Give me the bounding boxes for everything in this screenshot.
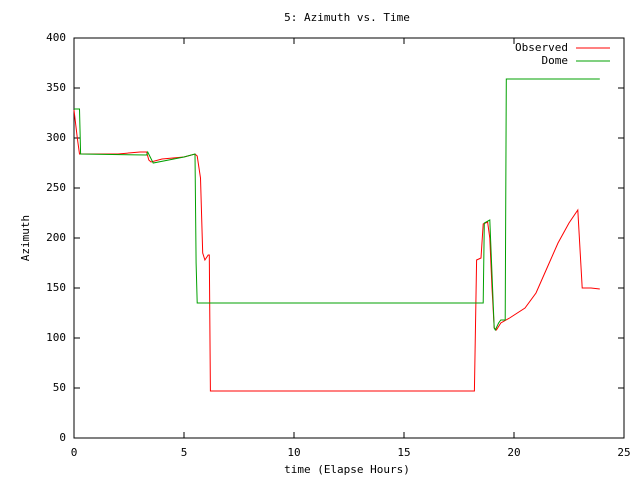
y-tick-label: 250 — [46, 181, 66, 194]
y-tick-label: 50 — [53, 381, 66, 394]
x-tick-label: 15 — [397, 446, 410, 459]
x-tick-label: 10 — [287, 446, 300, 459]
x-tick-label: 5 — [181, 446, 188, 459]
legend-label: Dome — [542, 54, 569, 67]
data-line — [74, 78, 600, 332]
y-tick-label: 200 — [46, 231, 66, 244]
y-tick-label: 300 — [46, 131, 66, 144]
y-tick-label: 350 — [46, 81, 66, 94]
y-tick-label: 400 — [46, 31, 66, 44]
y-tick-label: 100 — [46, 331, 66, 344]
x-tick-label: 0 — [71, 446, 78, 459]
x-tick-label: 25 — [617, 446, 630, 459]
chart-title: 5: Azimuth vs. Time — [284, 11, 410, 24]
y-tick-label: 0 — [59, 431, 66, 444]
y-tick-label: 150 — [46, 281, 66, 294]
plot-frame — [73, 37, 625, 439]
legend-label: Observed — [515, 41, 568, 54]
data-line — [73, 109, 600, 392]
x-tick-label: 20 — [507, 446, 520, 459]
y-axis-label: Azimuth — [19, 215, 32, 261]
x-axis-label: time (Elapse Hours) — [284, 463, 410, 476]
